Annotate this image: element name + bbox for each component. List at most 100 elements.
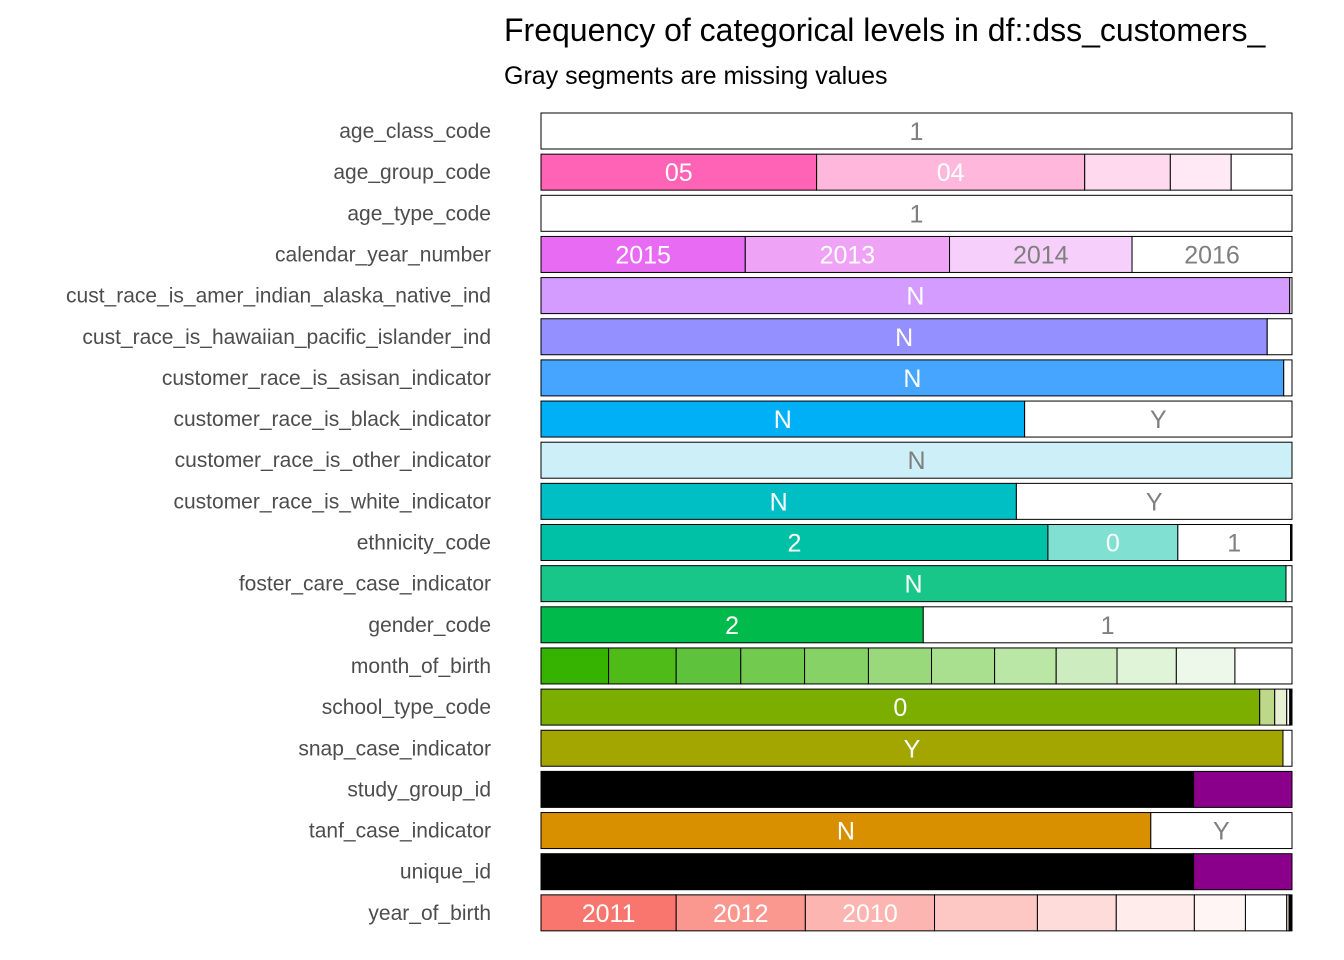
segment-label: 0 — [893, 694, 907, 722]
bar-segment — [1230, 153, 1293, 191]
row-cust-race-is-amer-indian-alaska-native-ind: cust_race_is_amer_indian_alaska_native_i… — [66, 277, 1293, 315]
bar-segment — [1234, 647, 1293, 685]
row-label: tanf_case_indicator — [309, 820, 491, 843]
bar-segment — [931, 647, 996, 685]
segment-label: 2016 — [1184, 241, 1240, 269]
segment-label: 2 — [788, 530, 802, 558]
bar-segment — [1169, 153, 1232, 191]
bar-segment — [540, 565, 1287, 603]
bar-segment — [1015, 482, 1293, 520]
bar-segment — [540, 194, 1293, 232]
bar-segment — [540, 894, 677, 932]
row-label: foster_care_case_indicator — [239, 573, 491, 596]
row-customer-race-is-other-indicator: customer_race_is_other_indicator N — [175, 441, 1293, 479]
bar-segment — [1274, 688, 1288, 726]
bar-segment — [1244, 894, 1288, 932]
segment-label: 04 — [937, 159, 965, 187]
row-ethnicity-code: ethnicity_code 2 0 1 — [357, 524, 1293, 561]
bar-segment — [1177, 524, 1291, 561]
bar-segment — [1084, 153, 1171, 191]
bar-segment — [1193, 853, 1293, 891]
bar-rows: age_class_code 1 age_group_code 05 04 age_typ… — [66, 112, 1293, 932]
bar-segment — [816, 153, 1086, 191]
bar-segment — [744, 235, 951, 273]
bar-segment — [1283, 359, 1293, 397]
bar-segment — [740, 647, 806, 685]
segment-label: 2010 — [842, 900, 898, 928]
row-label: age_class_code — [339, 120, 491, 143]
row-label: month_of_birth — [351, 655, 491, 678]
bar-segment — [1288, 894, 1293, 932]
bar-segment — [540, 441, 1293, 479]
segment-label: 1 — [910, 200, 924, 228]
bar-segment — [1175, 647, 1236, 685]
bar-segment — [804, 647, 869, 685]
row-cust-race-is-hawaiian-pacific-islander-ind: cust_race_is_hawaiian_pacific_islander_i… — [82, 318, 1293, 356]
segment-label: Y — [1213, 818, 1230, 846]
row-age-group-code: age_group_code 05 04 — [333, 153, 1293, 191]
segment-label: Y — [904, 735, 921, 763]
bar-segment — [540, 688, 1261, 726]
row-label: ethnicity_code — [357, 532, 491, 555]
bar-segment — [675, 894, 806, 932]
bar-segment — [1289, 524, 1293, 561]
bar-segment — [804, 894, 936, 932]
segment-label: 2015 — [615, 241, 671, 269]
bar-segment — [1047, 524, 1179, 561]
row-label: study_group_id — [347, 778, 491, 801]
row-customer-race-is-black-indicator: customer_race_is_black_indicator N Y — [174, 400, 1293, 438]
bar-segment — [867, 647, 933, 685]
row-label: school_type_code — [322, 696, 491, 719]
bar-segment — [1266, 318, 1293, 356]
bar-segment — [675, 647, 742, 685]
segment-label: N — [774, 406, 792, 434]
row-customer-race-is-white-indicator: customer_race_is_white_indicator N Y — [174, 482, 1293, 520]
bar-segment — [540, 853, 1195, 891]
row-label: customer_race_is_black_indicator — [174, 408, 492, 431]
bar-segment — [1116, 647, 1177, 685]
row-label: customer_race_is_other_indicator — [175, 449, 491, 472]
row-label: year_of_birth — [368, 902, 491, 925]
bar-segment — [540, 729, 1284, 767]
bar-segment — [1289, 277, 1293, 315]
bar-segment — [922, 606, 1293, 644]
row-label: calendar_year_number — [275, 243, 491, 266]
bar-segment — [1193, 770, 1293, 808]
row-foster-care-case-indicator: foster_care_case_indicator N — [239, 565, 1293, 603]
segment-label: 2 — [725, 612, 739, 640]
bar-segment — [540, 770, 1195, 808]
bar-segment — [540, 277, 1291, 315]
bar-segment — [1259, 688, 1276, 726]
row-customer-race-is-asisan-indicator: customer_race_is_asisan_indicator N — [162, 359, 1293, 397]
bar-segment — [540, 400, 1026, 438]
row-label: gender_code — [368, 614, 491, 637]
bar-segment — [540, 112, 1293, 150]
bar-segment — [1115, 894, 1195, 932]
segment-label: N — [903, 365, 921, 393]
segment-label: Y — [1150, 406, 1167, 434]
row-label: customer_race_is_asisan_indicator — [162, 367, 491, 390]
bar-segment — [540, 235, 746, 273]
row-label: cust_race_is_hawaiian_pacific_islander_i… — [82, 326, 491, 349]
segment-label: 1 — [1101, 612, 1115, 640]
bar-segment — [540, 606, 924, 644]
bar-segment — [1024, 400, 1293, 438]
row-school-type-code: school_type_code 0 — [322, 688, 1293, 726]
segment-label: Y — [1146, 488, 1163, 516]
bar-segment — [1131, 235, 1293, 273]
segment-label: 2011 — [582, 900, 636, 928]
row-calendar-year-number: calendar_year_number 2015 2013 2014 2016 — [275, 235, 1293, 273]
segment-label: N — [895, 324, 913, 352]
row-label: customer_race_is_white_indicator — [174, 490, 492, 513]
bar-segment — [540, 812, 1152, 850]
bar-segment — [1036, 894, 1117, 932]
segment-label: N — [837, 818, 855, 846]
segment-label: N — [770, 488, 788, 516]
segment-label: N — [904, 571, 922, 599]
segment-label: 2012 — [713, 900, 769, 928]
chart-subtitle: Gray segments are missing values — [504, 62, 887, 90]
bar-segment — [608, 647, 677, 685]
bar-segment — [1282, 729, 1293, 767]
row-label: age_type_code — [347, 202, 491, 225]
